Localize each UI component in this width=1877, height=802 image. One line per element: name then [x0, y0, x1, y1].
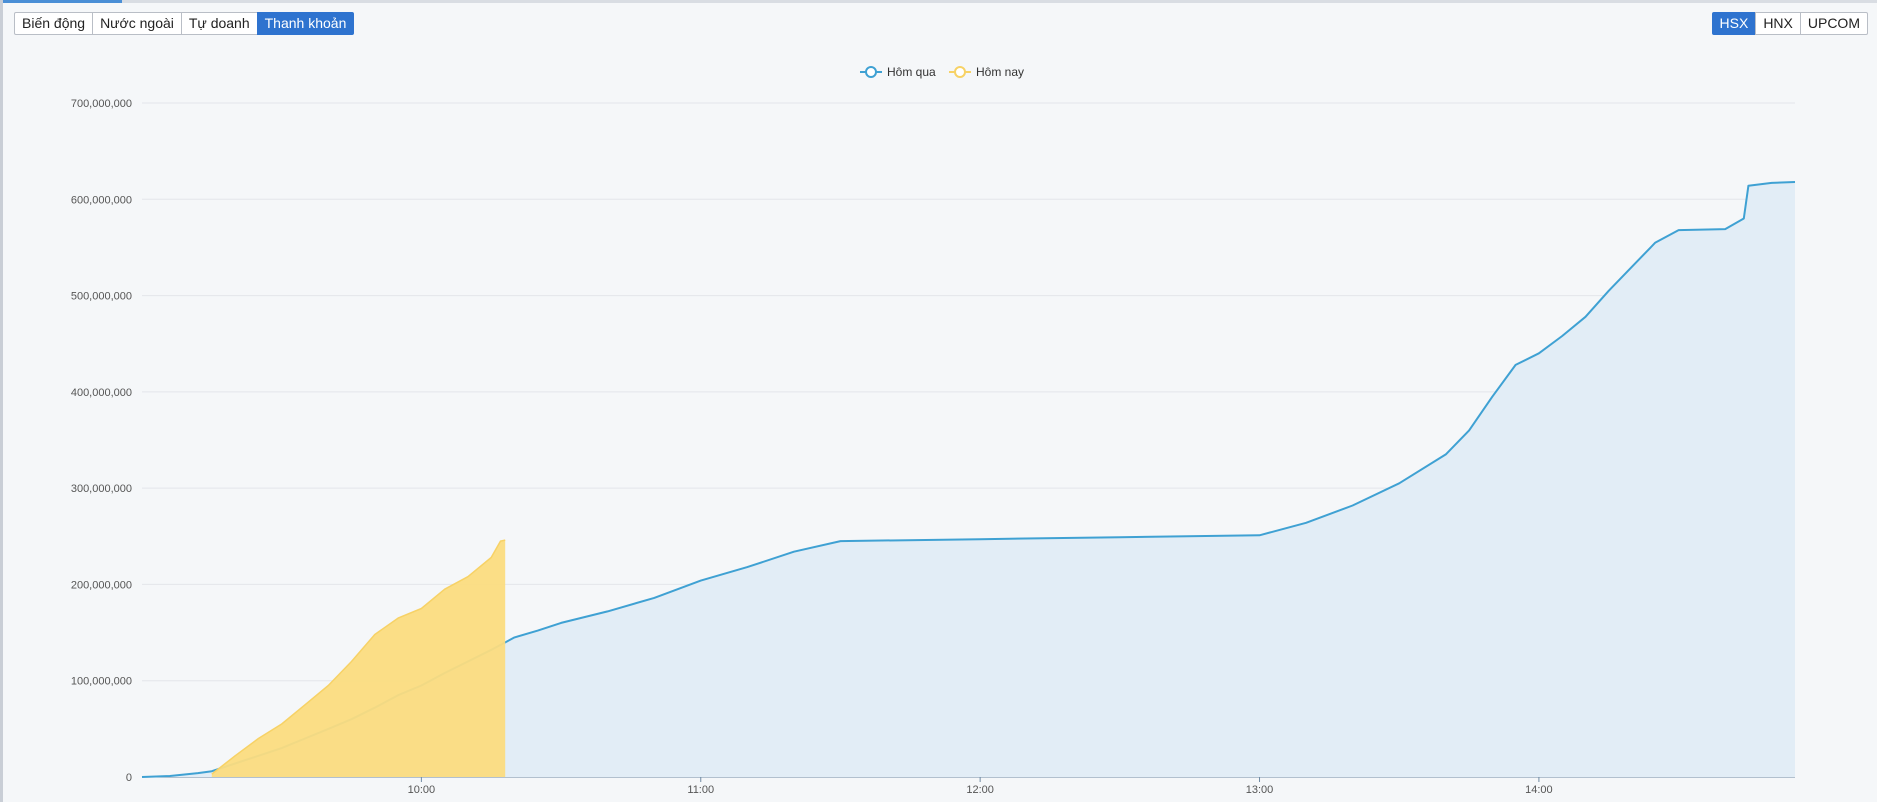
- x-tick-label: 11:00: [687, 784, 714, 796]
- legend: Hôm qua Hôm nay: [860, 65, 1024, 79]
- y-tick-label: 200,000,000: [71, 579, 132, 591]
- tab-tu-doanh[interactable]: Tự doanh: [180, 12, 258, 35]
- y-tick-label: 100,000,000: [71, 676, 132, 688]
- exchange-hnx-button[interactable]: HNX: [1755, 12, 1801, 35]
- y-axis: 0 100,000,000 200,000,000 300,000,000 400,00…: [71, 98, 132, 784]
- y-tick-label: 400,000,000: [71, 387, 132, 399]
- y-tick-label: 600,000,000: [71, 194, 132, 206]
- tab-nuoc-ngoai[interactable]: Nước ngoài: [92, 12, 182, 35]
- tab-thanh-khoan[interactable]: Thanh khoản: [256, 12, 355, 35]
- top-accent-bar: [0, 0, 1877, 3]
- series-area-hom-qua: [142, 182, 1795, 777]
- y-tick-label: 500,000,000: [71, 291, 132, 303]
- x-axis: 10:00 11:00 12:00 13:00 14:00: [142, 776, 1795, 796]
- exchange-hsx-button[interactable]: HSX: [1711, 12, 1757, 35]
- x-tick-label: 10:00: [408, 784, 436, 796]
- legend-item-hom-qua: Hôm qua: [860, 65, 936, 79]
- y-tick-label: 0: [126, 772, 132, 784]
- series-line-hom-nay: [211, 539, 506, 775]
- view-tabs: Biến động Nước ngoài Tự doanh Thanh khoả…: [14, 12, 355, 35]
- exchange-upcom-button[interactable]: UPCOM: [1799, 12, 1868, 35]
- series-area-hom-nay: [211, 540, 506, 777]
- legend-label: Hôm nay: [976, 65, 1024, 79]
- x-tick-label: 12:00: [966, 784, 994, 796]
- x-tick-label: 14:00: [1525, 784, 1553, 796]
- tab-bien-dong[interactable]: Biến động: [14, 12, 94, 35]
- legend-item-hom-nay: Hôm nay: [949, 65, 1024, 79]
- x-tick-label: 13:00: [1246, 784, 1274, 796]
- y-tick-label: 700,000,000: [71, 98, 132, 110]
- series-layer: [141, 181, 1796, 778]
- legend-marker-icon: [954, 66, 966, 78]
- legend-marker-icon: [865, 66, 877, 78]
- y-tick-label: 300,000,000: [71, 483, 132, 495]
- left-border: [0, 0, 3, 802]
- legend-label: Hôm qua: [887, 65, 936, 79]
- exchange-tabs: HSX HNX UPCOM: [1711, 12, 1868, 35]
